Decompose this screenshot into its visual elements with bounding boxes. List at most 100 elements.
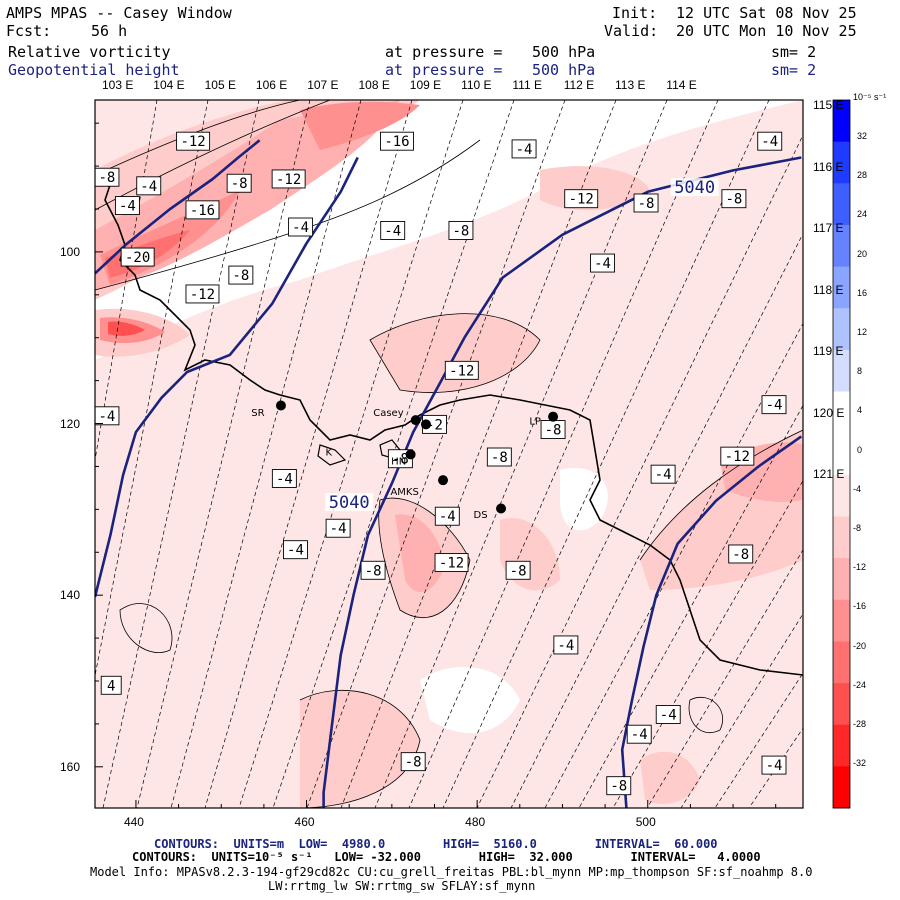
vorticity-label-box (185, 200, 220, 220)
colorbar-level-label: -16 (853, 601, 867, 612)
colorbar-segment (833, 641, 850, 684)
vorticity-label-box (511, 139, 537, 159)
vorticity-label: -8 (365, 563, 382, 579)
meridian-line (340, 100, 617, 808)
vorticity-labels: -12 -16 -4 -4-8-4 -8 -12-12 -8 -8-4 -16-4 -4 -8-20… (95, 131, 787, 796)
top-longitude-label: 111 E (512, 78, 542, 92)
colorbar-segment (833, 516, 850, 559)
right-longitude-label: 115 E (813, 98, 844, 112)
vorticity-label: -16 (190, 203, 215, 219)
vorticity-label-box (486, 447, 512, 467)
vorticity-label-box (114, 196, 140, 216)
station-label: K (325, 447, 332, 458)
station-labels: SR Casey AMKS DS HN LP K (251, 408, 541, 521)
vorticity-label-box (761, 755, 787, 775)
shade-region (420, 666, 520, 734)
vorticity-label-box (271, 169, 306, 189)
vorticity-label-box (720, 446, 755, 466)
vorticity-label-box (400, 752, 426, 772)
vorticity-contour (639, 429, 803, 561)
station-label: AMKS (390, 487, 418, 498)
colorbar-segment (833, 183, 850, 226)
vorticity-label: -8 (732, 547, 749, 563)
x-tick-label: 500 (635, 815, 656, 829)
vorticity-label-box (185, 284, 220, 304)
colorbar-level-label: -4 (853, 483, 862, 494)
colorbar-segment (833, 100, 850, 143)
vorticity-label-box (626, 724, 652, 744)
vorticity-label-box (95, 406, 120, 426)
x-tick-label: 440 (123, 815, 144, 829)
height-contour-label-bg (325, 493, 374, 512)
valid-value: 20 UTC Mon 10 Nov 25 (676, 22, 857, 40)
vorticity-label-box (228, 265, 254, 285)
shade-region (300, 101, 420, 150)
vorticity-label-box (283, 540, 308, 560)
meridian-line (578, 404, 803, 808)
field2-pressure-value: 500 hPa (532, 61, 596, 79)
colorbar-frame (832, 99, 851, 809)
vorticity-label: -8 (725, 192, 742, 208)
vorticity-label: -4 (557, 638, 574, 654)
meridian-line (374, 100, 668, 808)
vorticity-label-box (95, 167, 120, 187)
coastline-island (317, 444, 347, 466)
field1-sm: sm= 2 (771, 43, 817, 61)
meridian-line (476, 134, 803, 808)
colorbar-level-label: 20 (857, 248, 868, 259)
vorticity-label-box (448, 220, 474, 240)
footer-height-contours: CONTOURS: UNITS=m LOW= 4980.0 HIGH= 5160… (154, 837, 718, 851)
top-longitude-label: 112 E (563, 78, 595, 92)
vorticity-label-box (136, 176, 162, 196)
plot-frame (94, 99, 804, 809)
vorticity-label: -12 (180, 134, 205, 150)
vorticity-label: -4 (99, 409, 116, 425)
stations (275, 400, 559, 514)
footer-model-info-2: LW:rrtmg_lw SW:rrtmg_sw SFLAY:sf_mynn (268, 879, 536, 893)
meridian-line (408, 100, 719, 808)
top-longitude-label: 109 E (409, 78, 442, 92)
top-longitude-label: 113 E (615, 78, 646, 92)
top-longitude-label: 105 E (204, 78, 236, 92)
colorbar-unit-label: 10⁻⁵ s⁻¹ (853, 92, 887, 102)
field2-pressure-label: at pressure = (385, 61, 503, 79)
fcst-label: Fcst: (6, 22, 52, 40)
vorticity-label: -4 (631, 727, 648, 743)
valid-label: Valid: (604, 22, 659, 40)
x-tick-label: 480 (465, 815, 486, 829)
colorbar-level-label: 8 (857, 366, 863, 377)
axis-ticks (95, 122, 777, 808)
station-label: HN (391, 457, 406, 468)
top-longitude-label: 110 E (461, 78, 492, 92)
right-longitude-label: 116 E (813, 159, 844, 174)
meridian-line (442, 100, 770, 808)
meridian-line (680, 613, 803, 808)
vorticity-label: -8 (510, 563, 527, 579)
footer-model-info: Model Info: MPASv8.2.3-194-gf29cd82c CU:… (90, 865, 813, 879)
meridian-line (95, 100, 158, 462)
top-longitude-label: 107 E (307, 78, 339, 92)
model-title: AMPS MPAS -- Casey Window (6, 4, 232, 22)
vorticity-label: -20 (125, 250, 150, 266)
vorticity-label-box (650, 464, 676, 484)
colorbar-segment (833, 308, 850, 351)
vorticity-label: -8 (231, 176, 248, 192)
colorbar-segment (833, 349, 850, 393)
height-contour-label: 5040 (674, 178, 715, 198)
vorticity-label-box (444, 360, 479, 380)
colorbar (832, 99, 851, 809)
colorbar-segment (833, 433, 850, 476)
vorticity-label: -8 (610, 779, 627, 795)
vorticity-label-box (761, 395, 787, 415)
vorticity-label: -8 (405, 755, 422, 771)
vorticity-label-box (728, 544, 754, 564)
vorticity-label: -4 (292, 220, 309, 236)
right-longitude-label: 118 E (813, 282, 844, 297)
colorbar-segment (833, 391, 850, 434)
vorticity-label: -8 (99, 170, 116, 186)
vorticity-label: -4 (119, 199, 136, 215)
colorbar-segment (833, 141, 850, 184)
